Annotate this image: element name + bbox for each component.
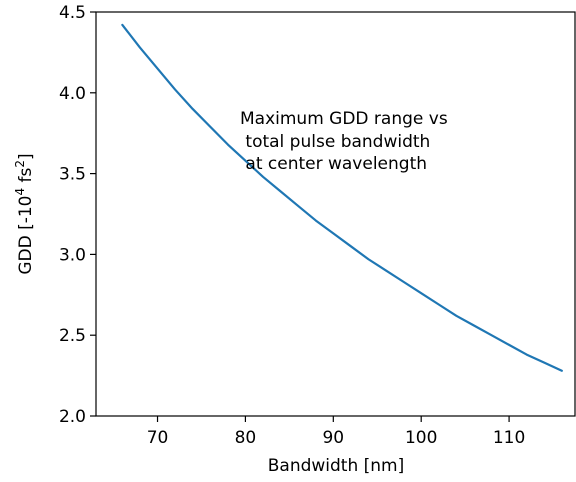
plot-area-frame — [95, 11, 576, 417]
x-tick-label: 100 — [405, 428, 437, 448]
y-tick-label: 3.5 — [59, 165, 86, 185]
x-axis-label: Bandwidth [nm] — [268, 456, 405, 476]
x-tick-label: 70 — [147, 428, 169, 448]
series-line-0 — [121, 23, 563, 372]
series-layer — [121, 23, 563, 372]
y-tick-label: 4.0 — [59, 84, 86, 104]
y-axis-label-exp2: 2 — [13, 160, 27, 168]
annotation-line-2: total pulse bandwidth — [240, 132, 430, 152]
y-axis-label-post: ] — [16, 153, 36, 160]
x-axis-ticks: 70 80 90 100 110 — [147, 416, 525, 448]
y-axis-ticks: 2.0 2.5 3.0 3.5 4.0 4.5 — [59, 3, 96, 427]
y-axis-label-pre: GDD [-10 — [16, 196, 36, 275]
y-tick-label: 4.5 — [59, 3, 86, 23]
annotation-line-1: Maximum GDD range vs — [240, 109, 448, 129]
annotation-line-3: at center wavelength — [240, 154, 427, 174]
y-tick-label: 3.0 — [59, 245, 86, 265]
y-axis-label: GDD [-104 fs2] — [13, 153, 36, 274]
y-tick-label: 2.5 — [59, 326, 86, 346]
x-tick-label: 80 — [235, 428, 257, 448]
y-tick-label: 2.0 — [59, 407, 86, 427]
x-tick-label: 90 — [322, 428, 344, 448]
y-axis-label-mid: fs — [16, 167, 36, 187]
y-axis-label-exp1: 4 — [13, 188, 27, 196]
x-tick-label: 110 — [493, 428, 525, 448]
